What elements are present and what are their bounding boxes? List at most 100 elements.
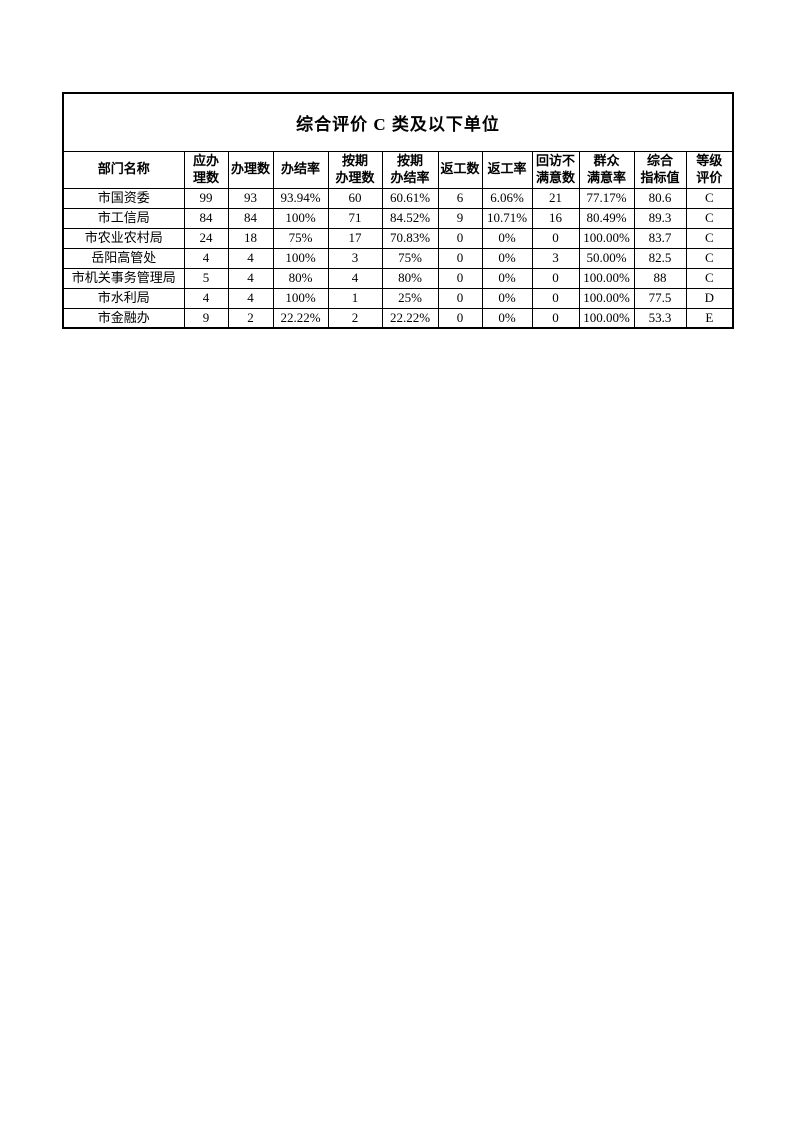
column-header: 回访不 满意数 — [531, 150, 580, 189]
table-cell: 9 — [437, 207, 483, 229]
table-head: 综合评价 C 类及以下单位 部门名称 应办 理数 办理数 办结率 按期 办理数 按期 办结… — [62, 92, 734, 189]
column-header: 按期 办理数 — [327, 150, 383, 189]
table-cell: D — [685, 287, 734, 309]
table-cell: 0 — [437, 307, 483, 329]
table-cell: 9 — [183, 307, 229, 329]
table-cell: 50.00% — [578, 247, 635, 269]
table-cell: 88 — [633, 267, 687, 289]
evaluation-table: 综合评价 C 类及以下单位 部门名称 应办 理数 办理数 办结率 按期 办理数 按期 办结… — [62, 92, 735, 329]
table-cell: C — [685, 207, 734, 229]
table-title: 综合评价 C 类及以下单位 — [62, 92, 734, 152]
table-cell: 77.17% — [578, 187, 635, 209]
table-cell: 0 — [531, 267, 580, 289]
table-cell: 89.3 — [633, 207, 687, 229]
table-cell: 83.7 — [633, 227, 687, 249]
column-header: 办结率 — [272, 150, 329, 189]
table-cell: 0 — [437, 227, 483, 249]
table-cell: 77.5 — [633, 287, 687, 309]
table-cell: 82.5 — [633, 247, 687, 269]
table-cell: 0 — [437, 287, 483, 309]
table-row: 市国资委 99 93 93.94% 60 60.61% 6 6.06% 21 77.17% 80.6… — [62, 187, 734, 209]
department-name-cell: 市金融办 — [62, 307, 185, 329]
department-name-cell: 市机关事务管理局 — [62, 267, 185, 289]
column-header: 按期 办结率 — [381, 150, 439, 189]
table-cell: 60 — [327, 187, 383, 209]
table-cell: 6.06% — [481, 187, 533, 209]
table-cell: 22.22% — [381, 307, 439, 329]
table-cell: 0% — [481, 267, 533, 289]
department-name-cell: 岳阳高管处 — [62, 247, 185, 269]
table-cell: 100% — [272, 207, 329, 229]
table-cell: 70.83% — [381, 227, 439, 249]
table-cell: 100.00% — [578, 267, 635, 289]
table-cell: 0 — [531, 307, 580, 329]
table-cell: 10.71% — [481, 207, 533, 229]
table-cell: 100% — [272, 247, 329, 269]
table-cell: 0% — [481, 247, 533, 269]
header-row: 部门名称 应办 理数 办理数 办结率 按期 办理数 按期 办结率 返工数 返工率 回访不 满意数… — [62, 150, 734, 189]
table-cell: 100.00% — [578, 307, 635, 329]
table-cell: C — [685, 267, 734, 289]
table-cell: 0% — [481, 227, 533, 249]
table-cell: 4 — [183, 287, 229, 309]
table-cell: 93 — [227, 187, 274, 209]
column-header: 返工数 — [437, 150, 483, 189]
column-header: 返工率 — [481, 150, 533, 189]
department-name-cell: 市工信局 — [62, 207, 185, 229]
table-cell: 80% — [381, 267, 439, 289]
table-cell: 84 — [183, 207, 229, 229]
table-cell: 4 — [227, 247, 274, 269]
table-cell: 75% — [381, 247, 439, 269]
table-cell: C — [685, 187, 734, 209]
table-row: 市机关事务管理局 5 4 80% 4 80% 0 0% 0 100.00% 88 C — [62, 267, 734, 289]
table-cell: 99 — [183, 187, 229, 209]
table-cell: 4 — [327, 267, 383, 289]
table-cell: 22.22% — [272, 307, 329, 329]
table-cell: 0 — [437, 267, 483, 289]
table-cell: 1 — [327, 287, 383, 309]
table-cell: 53.3 — [633, 307, 687, 329]
table-cell: 100% — [272, 287, 329, 309]
table-cell: 2 — [327, 307, 383, 329]
title-row: 综合评价 C 类及以下单位 — [62, 92, 734, 152]
table-cell: 3 — [531, 247, 580, 269]
table-cell: C — [685, 227, 734, 249]
table-cell: 0 — [531, 287, 580, 309]
table-row: 市农业农村局 24 18 75% 17 70.83% 0 0% 0 100.00% 83.7 C — [62, 227, 734, 249]
column-header: 群众 满意率 — [578, 150, 635, 189]
table-cell: 25% — [381, 287, 439, 309]
department-name-cell: 市水利局 — [62, 287, 185, 309]
table-row: 市金融办 9 2 22.22% 2 22.22% 0 0% 0 100.00% 53.3 E — [62, 307, 734, 329]
table-row: 市水利局 4 4 100% 1 25% 0 0% 0 100.00% 77.5 D — [62, 287, 734, 309]
column-header: 应办 理数 — [183, 150, 229, 189]
table-cell: 5 — [183, 267, 229, 289]
table-cell: 80% — [272, 267, 329, 289]
table-cell: 0% — [481, 287, 533, 309]
table-cell: 60.61% — [381, 187, 439, 209]
table-cell: 84 — [227, 207, 274, 229]
table-cell: 80.6 — [633, 187, 687, 209]
column-header: 等级 评价 — [685, 150, 734, 189]
table-row: 岳阳高管处 4 4 100% 3 75% 0 0% 3 50.00% 82.5 C — [62, 247, 734, 269]
table-cell: 17 — [327, 227, 383, 249]
table-cell: 18 — [227, 227, 274, 249]
department-name-cell: 市农业农村局 — [62, 227, 185, 249]
table-cell: 4 — [183, 247, 229, 269]
table-cell: 24 — [183, 227, 229, 249]
table-cell: 21 — [531, 187, 580, 209]
table-cell: 2 — [227, 307, 274, 329]
table-cell: 6 — [437, 187, 483, 209]
table-cell: 4 — [227, 267, 274, 289]
table-cell: 100.00% — [578, 227, 635, 249]
table-cell: 84.52% — [381, 207, 439, 229]
table-cell: 0% — [481, 307, 533, 329]
table-cell: C — [685, 247, 734, 269]
table-cell: 0 — [531, 227, 580, 249]
column-header: 部门名称 — [62, 150, 185, 189]
table-cell: 0 — [437, 247, 483, 269]
table-cell: 75% — [272, 227, 329, 249]
department-name-cell: 市国资委 — [62, 187, 185, 209]
column-header: 综合 指标值 — [633, 150, 687, 189]
table-body: 市国资委 99 93 93.94% 60 60.61% 6 6.06% 21 77.17% 80.6… — [62, 187, 734, 329]
